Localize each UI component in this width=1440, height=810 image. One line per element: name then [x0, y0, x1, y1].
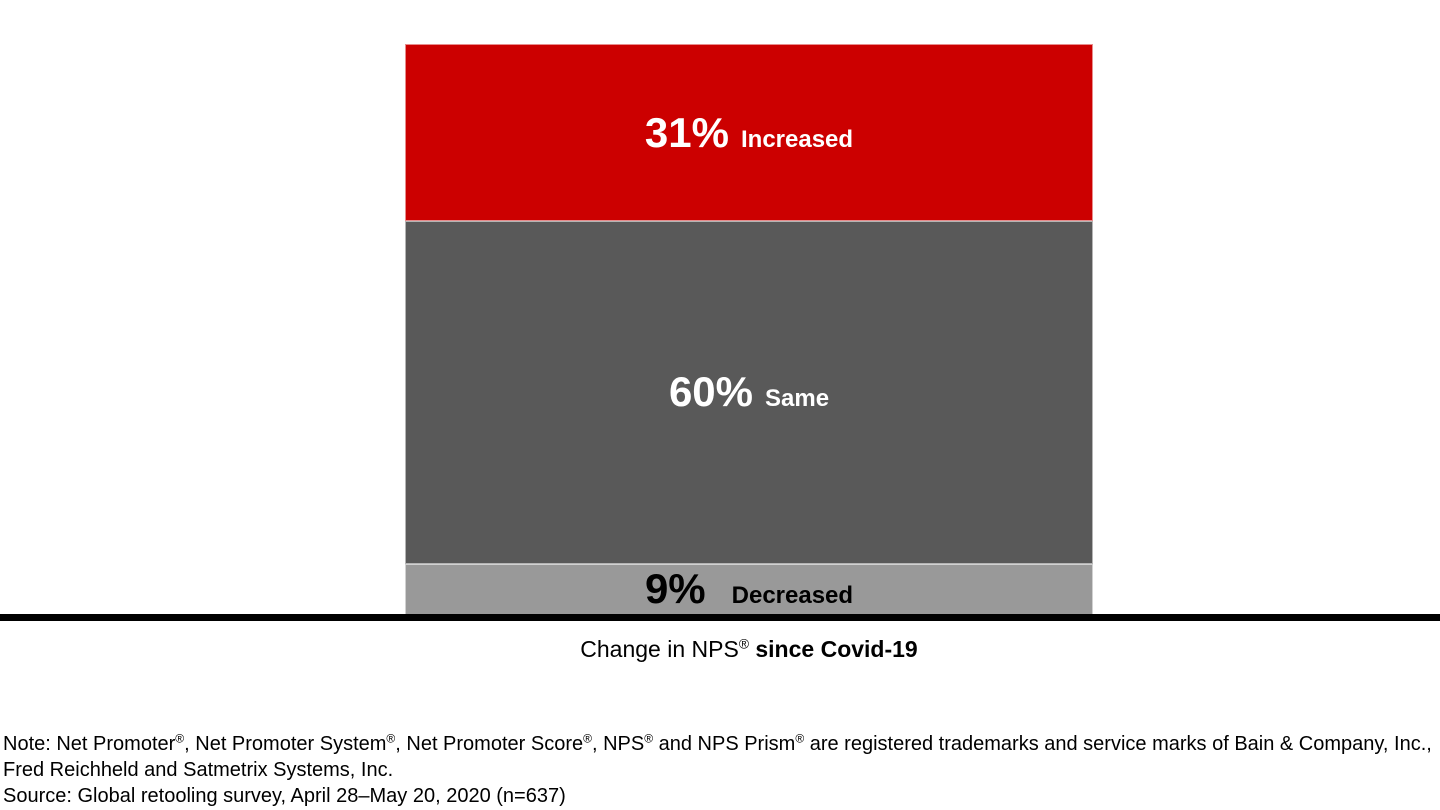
segment-label: Decreased	[731, 582, 854, 610]
segment-text: 9% Decreased	[645, 568, 853, 610]
segment-value: 31%	[644, 108, 729, 156]
bar-segment-decreased: 9% Decreased	[405, 563, 1093, 615]
segment-label: Increased	[740, 125, 854, 153]
note-text-line-1: Note: Net Promoter®, Net Promoter System…	[3, 731, 1432, 755]
note-text-line-2: Fred Reichheld and Satmetrix Systems, In…	[3, 759, 394, 781]
bar-segment-same: 60% Same	[405, 221, 1093, 564]
x-axis-label: Change in NPS® since Covid-19	[580, 636, 918, 662]
chart-area: 31% Increased 60% Same 9% Decreased	[405, 44, 1093, 615]
segment-text: 60% Same	[669, 371, 829, 413]
stacked-bar: 31% Increased 60% Same 9% Decreased	[405, 44, 1093, 615]
footnotes: Note: Net Promoter®, Net Promoter System…	[3, 731, 1440, 809]
bar-segment-increased: 31% Increased	[405, 44, 1093, 221]
segment-label: Same	[765, 385, 830, 413]
segment-text: 31% Increased	[644, 108, 854, 156]
source-text: Source: Global retooling survey, April 2…	[3, 785, 566, 807]
x-axis-line	[0, 614, 1440, 621]
segment-value: 9%	[644, 565, 706, 613]
segment-value: 60%	[668, 368, 753, 416]
